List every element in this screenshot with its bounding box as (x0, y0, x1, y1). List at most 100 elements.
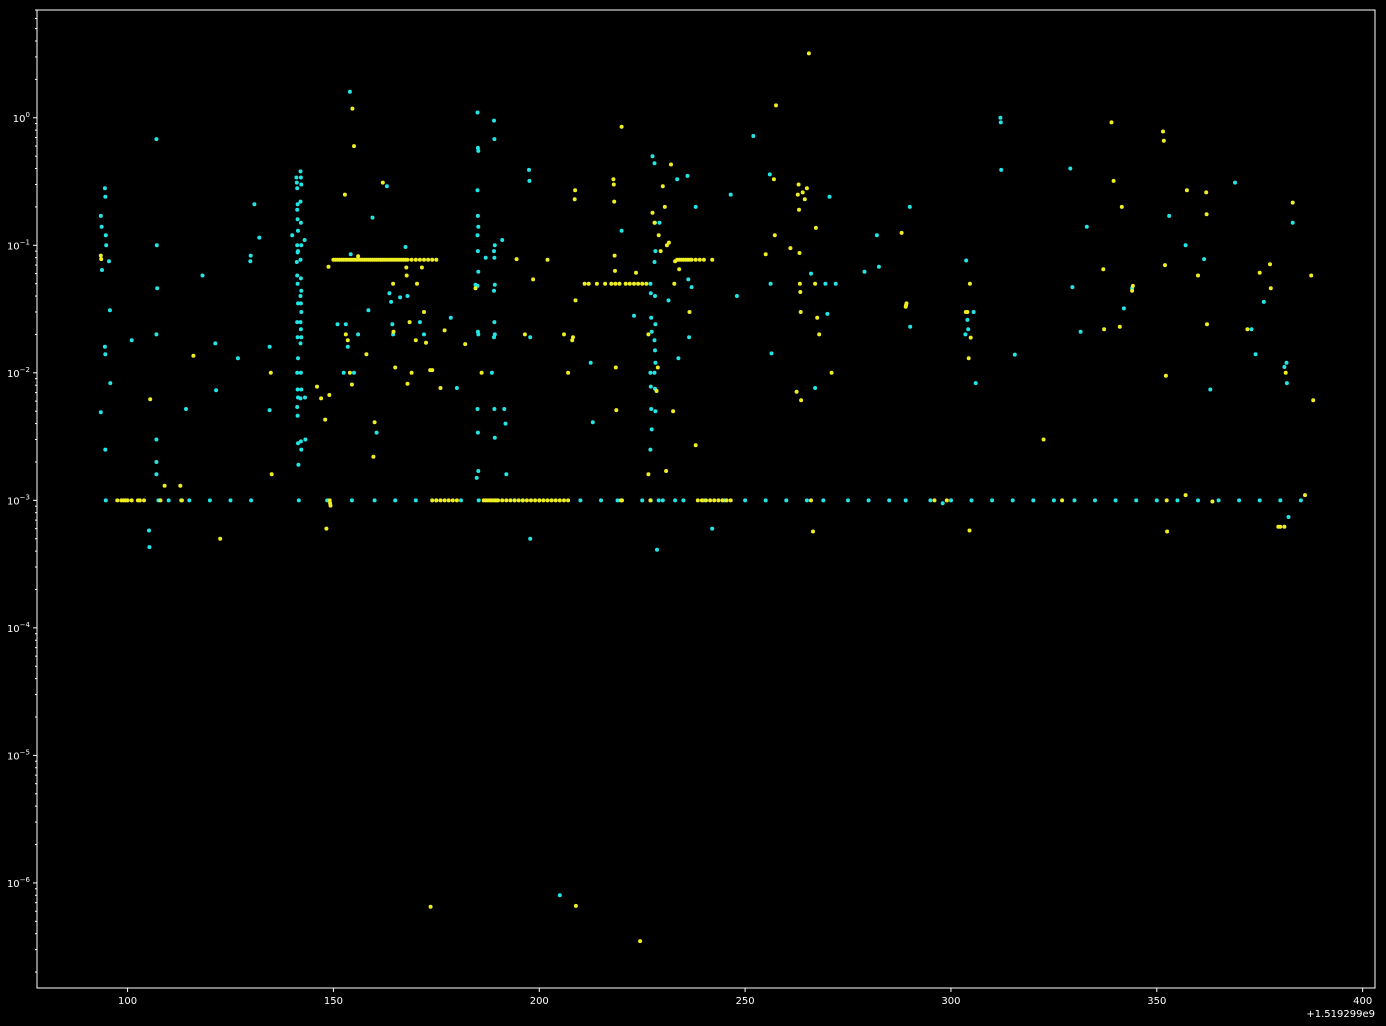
data-point-yellow (562, 498, 566, 503)
data-point-cyan (298, 199, 303, 204)
data-point-yellow (417, 257, 422, 262)
data-point-yellow (319, 396, 324, 401)
data-point-yellow (708, 498, 713, 503)
data-point-cyan (335, 322, 340, 327)
data-point-yellow (545, 257, 550, 262)
data-point-cyan (1134, 498, 1139, 503)
data-point-yellow (533, 498, 538, 503)
data-point-yellow (799, 398, 804, 403)
data-point-cyan (475, 188, 480, 193)
data-point-yellow (463, 342, 468, 347)
data-point-cyan (876, 264, 881, 269)
data-point-yellow (529, 498, 533, 503)
data-point-cyan (166, 498, 171, 503)
data-point-yellow (508, 498, 513, 503)
data-point-yellow (426, 257, 431, 262)
data-point-yellow (1268, 262, 1272, 267)
data-point-yellow (664, 469, 669, 473)
data-point-yellow (967, 281, 972, 286)
data-point-cyan (949, 498, 953, 503)
data-point-cyan (940, 501, 945, 506)
data-point-yellow (531, 277, 536, 282)
data-point-yellow (603, 281, 608, 286)
data-point-cyan (476, 332, 481, 337)
data-point-yellow (328, 503, 333, 508)
data-point-cyan (147, 545, 152, 550)
data-point-yellow (813, 281, 818, 286)
data-point-yellow (611, 177, 616, 182)
y-tick-label-base: 10 (7, 369, 20, 380)
data-point-cyan (653, 409, 658, 414)
data-point-cyan (249, 498, 254, 503)
data-point-yellow (1119, 204, 1124, 209)
data-point-cyan (341, 370, 346, 375)
data-point-cyan (295, 273, 300, 278)
data-point-cyan (804, 498, 809, 503)
data-point-cyan (652, 338, 657, 343)
data-point-yellow (570, 338, 575, 343)
data-point-yellow (446, 498, 451, 503)
data-point-cyan (296, 356, 300, 361)
data-point-cyan (347, 89, 352, 94)
y-tick-label-exponent: −6 (20, 876, 31, 884)
data-point-yellow (391, 281, 396, 286)
data-point-yellow (763, 252, 768, 257)
data-point-yellow (504, 498, 509, 503)
data-point-yellow (1130, 283, 1135, 288)
data-point-cyan (154, 243, 159, 248)
data-point-cyan (296, 441, 300, 446)
data-point-cyan (459, 498, 463, 503)
data-point-cyan (295, 217, 300, 222)
data-point-cyan (615, 498, 620, 503)
data-point-cyan (492, 249, 496, 254)
data-point-yellow (553, 498, 558, 503)
data-point-cyan (1284, 360, 1289, 365)
data-point-yellow (562, 332, 566, 337)
data-point-cyan (1208, 387, 1213, 392)
data-point-yellow (573, 298, 578, 303)
data-point-yellow (405, 257, 410, 262)
data-point-cyan (971, 310, 976, 314)
data-point-cyan (295, 243, 300, 248)
data-point-yellow (652, 220, 657, 225)
data-point-yellow (438, 498, 443, 503)
data-point-yellow (323, 417, 328, 422)
data-point-cyan (299, 182, 304, 187)
data-point-yellow (137, 498, 142, 503)
data-point-yellow (716, 498, 721, 503)
data-point-yellow (636, 281, 641, 286)
data-point-yellow (268, 370, 273, 375)
data-point-cyan (475, 110, 480, 115)
data-point-cyan (475, 145, 480, 150)
data-point-yellow (1204, 212, 1209, 217)
data-point-yellow (142, 498, 146, 503)
data-point-yellow (632, 281, 636, 286)
x-axis-offset-label: +1.519299e9 (1306, 1009, 1375, 1020)
data-point-yellow (611, 182, 616, 187)
data-point-cyan (294, 175, 299, 180)
data-point-yellow (1161, 129, 1165, 134)
data-point-cyan (299, 310, 304, 314)
data-point-cyan (619, 228, 624, 233)
data-point-cyan (187, 498, 192, 503)
data-point-yellow (1278, 524, 1283, 529)
data-point-yellow (479, 370, 484, 375)
data-point-cyan (809, 271, 813, 276)
data-point-cyan (827, 194, 832, 199)
data-point-yellow (1163, 263, 1167, 268)
data-point-cyan (413, 498, 418, 503)
data-point-yellow (1102, 327, 1107, 332)
data-point-cyan (686, 277, 691, 282)
data-point-yellow (795, 192, 800, 197)
data-point-cyan (298, 439, 303, 444)
data-point-cyan (345, 344, 350, 349)
data-point-yellow (516, 498, 521, 503)
data-point-yellow (545, 498, 550, 503)
data-point-cyan (476, 269, 481, 274)
data-point-cyan (769, 351, 774, 356)
y-tick-label-base: 10 (7, 751, 20, 762)
data-point-cyan (295, 370, 300, 375)
data-point-cyan (768, 281, 773, 286)
data-point-cyan (298, 301, 303, 306)
data-point-cyan (154, 437, 159, 442)
